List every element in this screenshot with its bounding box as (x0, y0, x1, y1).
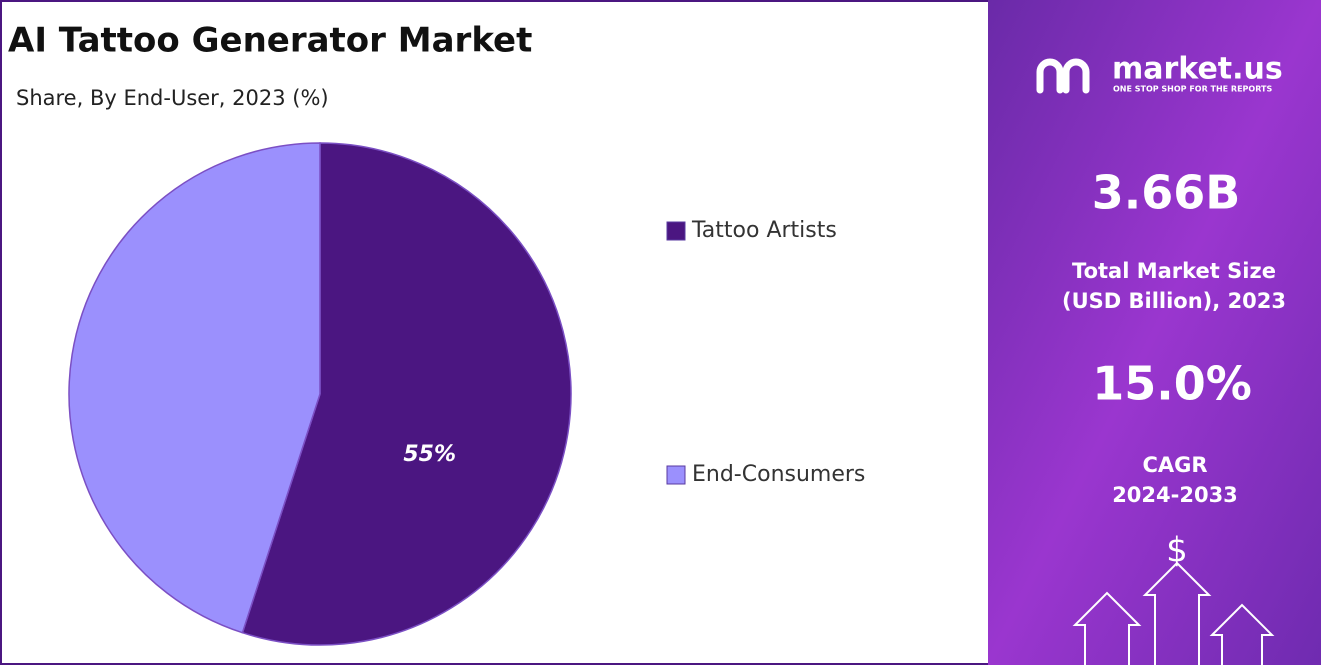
legend-label: End-Consumers (692, 462, 865, 487)
market-size-label: (USD Billion), 2023 (1062, 289, 1286, 313)
chart-subtitle: Share, By End-User, 2023 (%) (16, 86, 329, 110)
market-size-label: Total Market Size (1072, 259, 1276, 283)
chart-title: AI Tattoo Generator Market (8, 21, 532, 61)
cagr-label: 2024-2033 (1112, 483, 1238, 507)
legend-swatch (666, 221, 686, 241)
logo-name: market.us (1112, 52, 1283, 87)
pie-slice (68, 142, 321, 634)
data-label: 55% (403, 442, 456, 467)
pie: 55% (68, 142, 572, 646)
logo-icon (1036, 58, 1090, 94)
dollar-icon: $ (1166, 531, 1188, 571)
legend: Tattoo Artists End-Consumers (666, 218, 865, 487)
pie-slice (241, 142, 572, 646)
cagr-value: 15.0% (1092, 357, 1252, 411)
logo-tagline: ONE STOP SHOP FOR THE REPORTS (1113, 85, 1272, 94)
side-panel (988, 0, 1321, 665)
logo: market.us ONE STOP SHOP FOR THE REPORTS (1036, 52, 1283, 94)
legend-swatch (666, 465, 686, 485)
arrows (1072, 561, 1275, 665)
cagr-label: CAGR (1142, 453, 1207, 477)
legend-label: Tattoo Artists (691, 218, 837, 243)
market-size-value: 3.66B (1092, 166, 1241, 220)
